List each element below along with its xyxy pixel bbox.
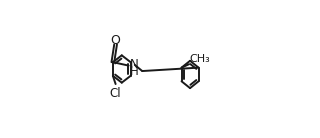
Text: H: H <box>130 65 139 78</box>
Text: O: O <box>111 34 121 47</box>
Text: CH₃: CH₃ <box>189 54 210 64</box>
Text: N: N <box>130 58 139 71</box>
Text: Cl: Cl <box>110 87 121 100</box>
